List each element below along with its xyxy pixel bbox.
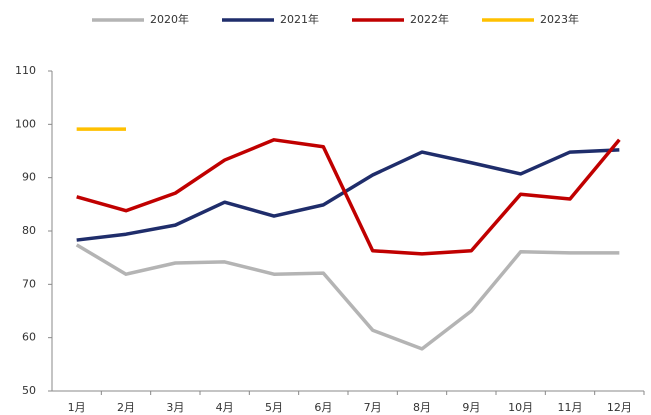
y-tick-label: 110 [15,64,36,77]
series-line [76,148,620,242]
x-tick-label: 10月 [508,401,533,414]
x-tick-label: 7月 [364,401,382,414]
series-line [75,243,620,351]
y-tick-label: 80 [22,224,36,237]
legend-label: 2022年 [410,12,449,26]
legend-label: 2021年 [280,12,319,26]
x-tick-label: 3月 [166,401,184,414]
x-tick-label: 9月 [462,401,480,414]
y-tick-label: 50 [22,384,36,397]
x-tick-label: 8月 [413,401,431,414]
x-tick-label: 12月 [607,401,632,414]
y-tick-label: 70 [22,277,36,290]
x-tick-label: 5月 [265,401,283,414]
series-line [76,138,621,256]
x-tick-label: 1月 [68,401,86,414]
y-tick-label: 60 [22,331,36,344]
legend-label: 2020年 [150,12,189,26]
x-tick-label: 6月 [314,401,332,414]
x-tick-label: 4月 [216,401,234,414]
y-tick-label: 100 [15,117,36,130]
x-tick-label: 11月 [558,401,583,414]
legend-label: 2023年 [540,12,579,26]
y-tick-label: 90 [22,171,36,184]
x-tick-label: 2月 [117,401,135,414]
